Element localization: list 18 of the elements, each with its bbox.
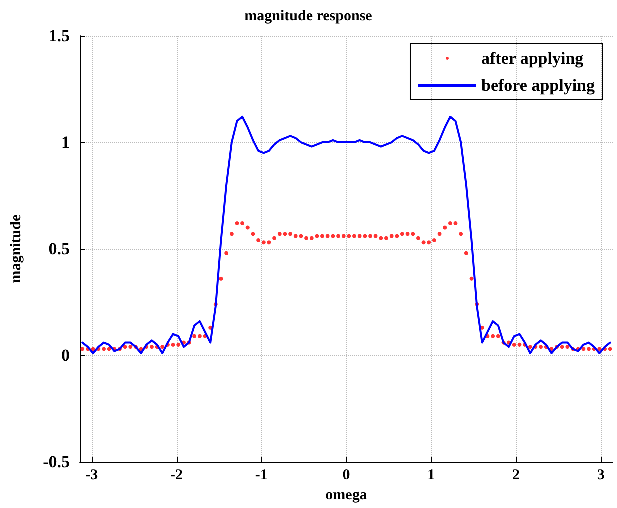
y-tick-label: 1 <box>62 133 70 152</box>
x-tick-label: -1 <box>255 468 268 484</box>
x-tick-label: -2 <box>170 468 184 484</box>
y-axis-title: magnitude <box>8 214 24 284</box>
y-tick-label: 0.5 <box>48 240 70 259</box>
x-tick-label: 1 <box>428 468 436 484</box>
y-tick-label: -0.5 <box>43 452 70 472</box>
x-tick-label: -3 <box>86 468 98 484</box>
chart-title: magnitude response <box>244 8 373 24</box>
legend-label: after applying <box>481 49 584 68</box>
y-tick-label: 0 <box>62 346 70 366</box>
legend-label: before applying <box>481 76 596 95</box>
line-series <box>82 116 612 354</box>
x-tick-label: 2 <box>512 468 520 484</box>
x-axis-title: omega <box>326 488 368 504</box>
y-tick-label: 1.5 <box>48 26 70 46</box>
x-tick-label: 3 <box>597 468 605 484</box>
x-tick-label: 0 <box>342 468 350 484</box>
